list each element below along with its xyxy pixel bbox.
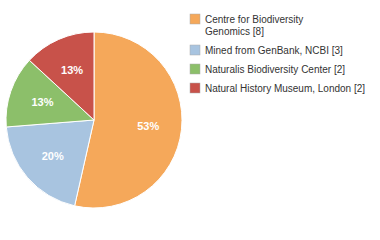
legend-swatch	[190, 64, 200, 74]
legend-entry: Natural History Museum, London [2]	[205, 83, 365, 94]
pie-slice	[29, 32, 94, 120]
legend-entry: Centre for BiodiversityGenomics [8]	[205, 14, 303, 37]
data-label: 13%	[61, 64, 83, 76]
legend-swatch	[190, 45, 200, 55]
legend: Centre for BiodiversityGenomics [8] Mined…	[190, 14, 365, 94]
data-label: 13%	[31, 96, 53, 108]
legend-swatch	[190, 83, 200, 93]
legend-swatch	[190, 14, 200, 24]
legend-entry: Mined from GenBank, NCBI [3]	[205, 45, 343, 56]
data-label: 20%	[42, 150, 64, 162]
pie	[6, 32, 182, 208]
pie-labels: 53% 20% 13% 13%	[31, 64, 159, 162]
pie-slice	[6, 120, 94, 206]
legend-entry: Naturalis Biodiversity Center [2]	[205, 64, 345, 75]
data-label: 53%	[137, 120, 159, 132]
chart: 53% 20% 13% 13% Centre for BiodiversityGenom…	[0, 0, 380, 240]
